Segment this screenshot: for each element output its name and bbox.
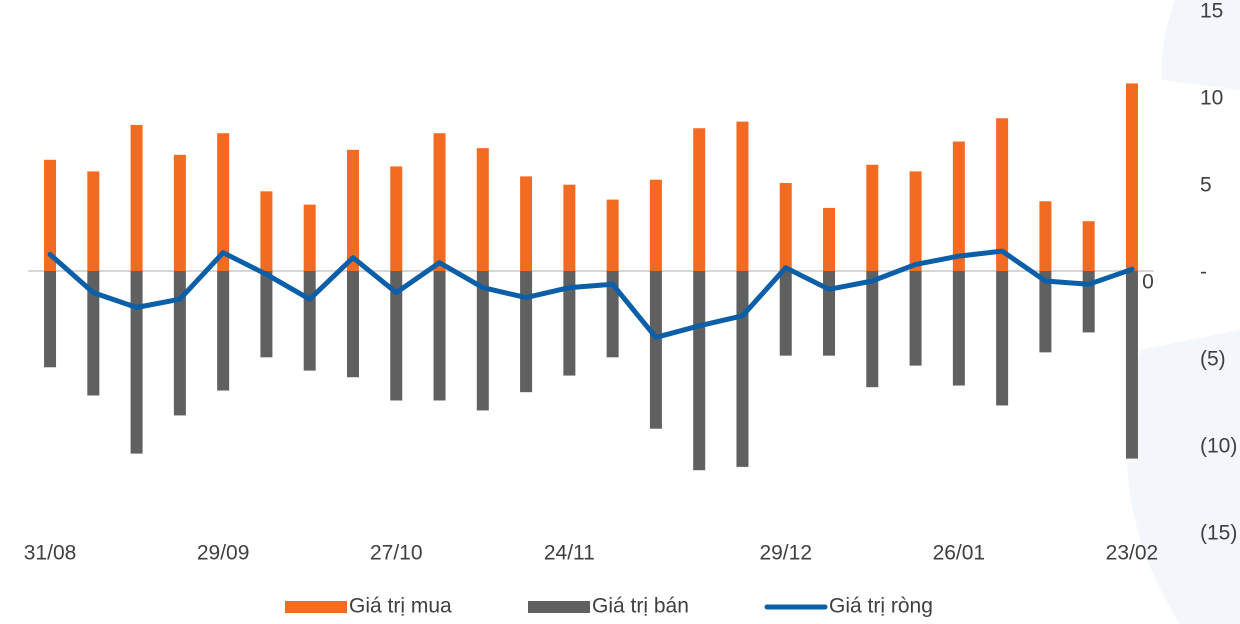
- bar: [1125, 83, 1138, 271]
- legend-label: Giá trị ròng: [829, 595, 933, 618]
- bar: [866, 271, 879, 388]
- bar: [823, 271, 836, 356]
- annotation: 0: [1142, 271, 1154, 294]
- bar: [649, 271, 662, 429]
- bar: [823, 207, 836, 271]
- bar: [1039, 271, 1052, 353]
- x-tick-label: 23/02: [1106, 542, 1159, 565]
- bar: [217, 133, 230, 271]
- bar: [693, 128, 706, 271]
- bar: [736, 271, 749, 467]
- bar: [996, 118, 1009, 271]
- y-tick-label: 5: [1200, 174, 1212, 197]
- bar: [563, 271, 576, 376]
- bar: [866, 164, 879, 271]
- line: [47, 248, 1135, 340]
- bar: [390, 166, 403, 271]
- legend-swatch: [528, 601, 590, 613]
- legend-label: Giá trị bán: [592, 595, 689, 618]
- background-shape: [1161, 0, 1240, 90]
- bar: [433, 271, 446, 401]
- y-tick-label: (5): [1200, 348, 1226, 371]
- bar: [779, 271, 792, 356]
- bar: [996, 271, 1009, 406]
- bar: [693, 271, 706, 471]
- bar: [173, 271, 186, 416]
- bar: [260, 271, 273, 358]
- legend-label: Giá trị mua: [349, 595, 452, 618]
- bar: [1039, 201, 1052, 271]
- bar: [44, 271, 57, 368]
- x-tick-label: 31/08: [24, 542, 77, 565]
- bar: [952, 271, 965, 386]
- bar: [1082, 221, 1095, 271]
- bar: [909, 271, 922, 366]
- bar: [87, 171, 100, 271]
- bar: [87, 271, 100, 396]
- x-tick-label: 24/11: [544, 542, 595, 565]
- bar: [260, 191, 273, 271]
- bar: [130, 271, 143, 454]
- bar: [346, 271, 359, 378]
- bar: [736, 121, 749, 271]
- bar: [779, 183, 792, 271]
- y-tick-label: (10): [1200, 435, 1237, 458]
- bar: [303, 204, 316, 271]
- bar: [44, 159, 57, 271]
- x-tick-label: 29/09: [197, 542, 250, 565]
- bar: [563, 184, 576, 271]
- bar: [173, 154, 186, 271]
- y-tick-label: 15: [1200, 0, 1223, 23]
- bar: [606, 271, 619, 358]
- bar: [217, 271, 230, 391]
- background-shape: [1126, 330, 1240, 624]
- bar: [476, 271, 489, 411]
- y-tick-label: (15): [1200, 522, 1237, 545]
- bar: [303, 271, 316, 371]
- bar: [909, 171, 922, 271]
- legend-swatch: [285, 601, 347, 613]
- bar: [520, 271, 533, 393]
- bar: [606, 199, 619, 271]
- y-tick-label: -: [1200, 261, 1207, 284]
- bar: [390, 271, 403, 401]
- x-tick-label: 26/01: [933, 542, 986, 565]
- bar: [520, 176, 533, 271]
- y-tick-label: 10: [1200, 87, 1223, 110]
- bar: [130, 124, 143, 271]
- bar: [433, 133, 446, 271]
- x-tick-label: 29/12: [759, 542, 812, 565]
- bar: [952, 141, 965, 271]
- bar: [476, 148, 489, 271]
- bar: [1125, 271, 1138, 459]
- bar: [346, 149, 359, 271]
- x-tick-label: 27/10: [370, 542, 423, 565]
- bar: [649, 179, 662, 271]
